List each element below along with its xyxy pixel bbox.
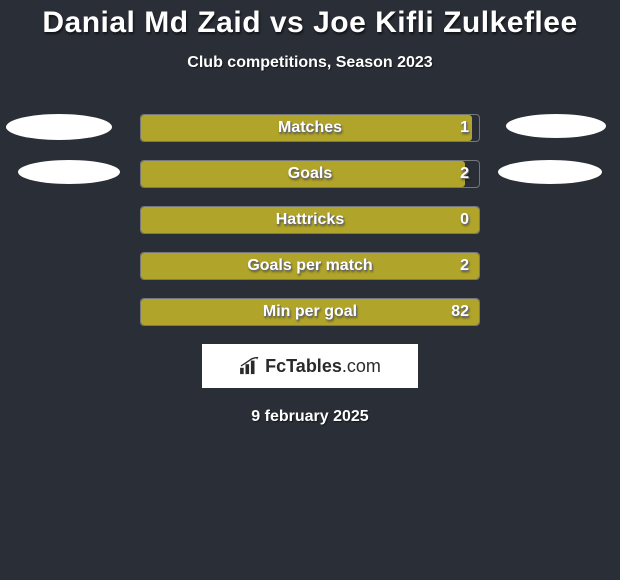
stat-bar-fill [141,207,479,233]
infographic-container: Danial Md Zaid vs Joe Kifli Zulkeflee Cl… [0,0,620,426]
stats-list: Matches1 Goals2 Hattricks0 Goals per match2… [0,114,620,326]
subtitle: Club competitions, Season 2023 [0,54,620,72]
player-right-ellipse [498,160,602,184]
player-left-ellipse [18,160,120,184]
stat-bar: Hattricks0 [140,206,480,234]
stat-row: Hattricks0 [0,206,620,234]
stat-row: Matches1 [0,114,620,142]
stat-row: Goals2 [0,160,620,188]
stat-bar-fill [141,161,465,187]
stat-bar-fill [141,253,479,279]
page-title: Danial Md Zaid vs Joe Kifli Zulkeflee [0,6,620,40]
stat-bar: Min per goal82 [140,298,480,326]
player-right-ellipse [506,114,606,138]
stat-bar: Goals2 [140,160,480,188]
stat-row: Goals per match2 [0,252,620,280]
stat-bar-fill [141,115,472,141]
brand-chart-icon [239,357,261,375]
stat-row: Min per goal82 [0,298,620,326]
brand-text: FcTables.com [265,356,381,377]
stat-bar-fill [141,299,479,325]
stat-bar: Matches1 [140,114,480,142]
date-text: 9 february 2025 [0,408,620,426]
brand-name: FcTables [265,356,342,376]
brand-suffix: .com [342,356,381,376]
player-left-ellipse [6,114,112,140]
stat-bar: Goals per match2 [140,252,480,280]
brand-box: FcTables.com [202,344,418,388]
